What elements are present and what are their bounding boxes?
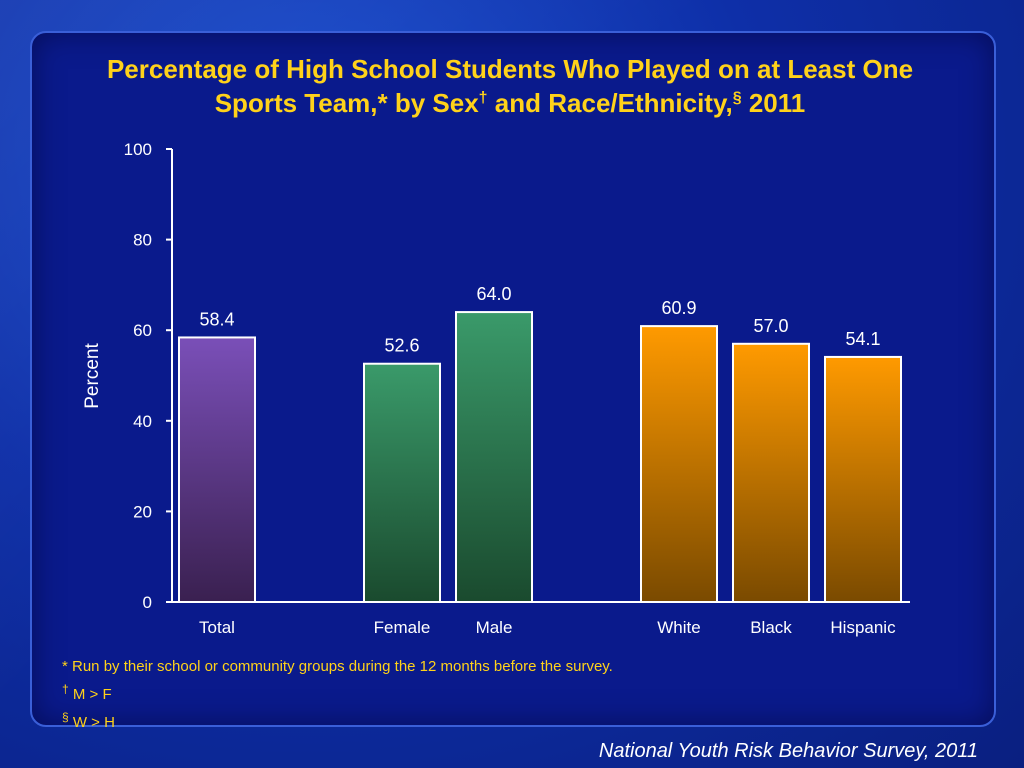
title-line-1: Percentage of High School Students Who P…: [106, 54, 914, 84]
x-tick-label-black: Black: [750, 618, 792, 637]
title-dagger: †: [478, 89, 488, 107]
title-line-2c: 2011: [741, 88, 806, 118]
title-section-mark: §: [732, 89, 742, 107]
data-label-hispanic: 54.1: [845, 329, 880, 349]
y-tick-label: 60: [133, 321, 152, 340]
bar-black: [732, 342, 810, 603]
footnote-dagger-mark: †: [62, 682, 69, 696]
y-axis-label: Percent: [82, 343, 103, 409]
y-tick-label: 100: [124, 140, 152, 159]
title-line-2a: Sports Team,* by Sex: [214, 88, 479, 118]
y-tick-label: 80: [133, 231, 152, 250]
data-label-male: 64.0: [476, 284, 511, 304]
x-tick-label-female: Female: [374, 618, 431, 637]
bar-female: [363, 362, 441, 603]
footnote-section-text: W > H: [68, 714, 115, 731]
source-citation: National Youth Risk Behavior Survey, 201…: [598, 740, 978, 762]
footnote-star: * Run by their school or community group…: [62, 658, 613, 675]
footnote-section-mark: §: [62, 710, 69, 724]
data-label-white: 60.9: [661, 298, 696, 318]
x-tick-label-total: Total: [199, 618, 235, 637]
bar-white: [640, 325, 718, 603]
bar-male: [455, 311, 533, 603]
data-label-female: 52.6: [384, 336, 419, 356]
footnote-dagger: † M > F: [62, 678, 613, 706]
y-tick-label: 20: [133, 502, 152, 521]
bar-hispanic: [824, 355, 902, 603]
footnote-dagger-text: M > F: [68, 686, 112, 703]
x-tick-label-hispanic: Hispanic: [830, 618, 896, 637]
bar-total: [178, 336, 256, 603]
data-label-total: 58.4: [199, 309, 234, 329]
y-tick-label: 40: [133, 412, 152, 431]
x-tick-label-male: Male: [476, 618, 513, 637]
chart-title: Percentage of High School Students Who P…: [40, 52, 980, 120]
x-tick-label-white: White: [657, 618, 700, 637]
footnotes: * Run by their school or community group…: [62, 656, 613, 734]
footnote-section: § W > H: [62, 706, 613, 734]
data-label-black: 57.0: [753, 316, 788, 336]
y-tick-label: 0: [143, 593, 152, 612]
title-line-2b: and Race/Ethnicity,: [487, 88, 733, 118]
